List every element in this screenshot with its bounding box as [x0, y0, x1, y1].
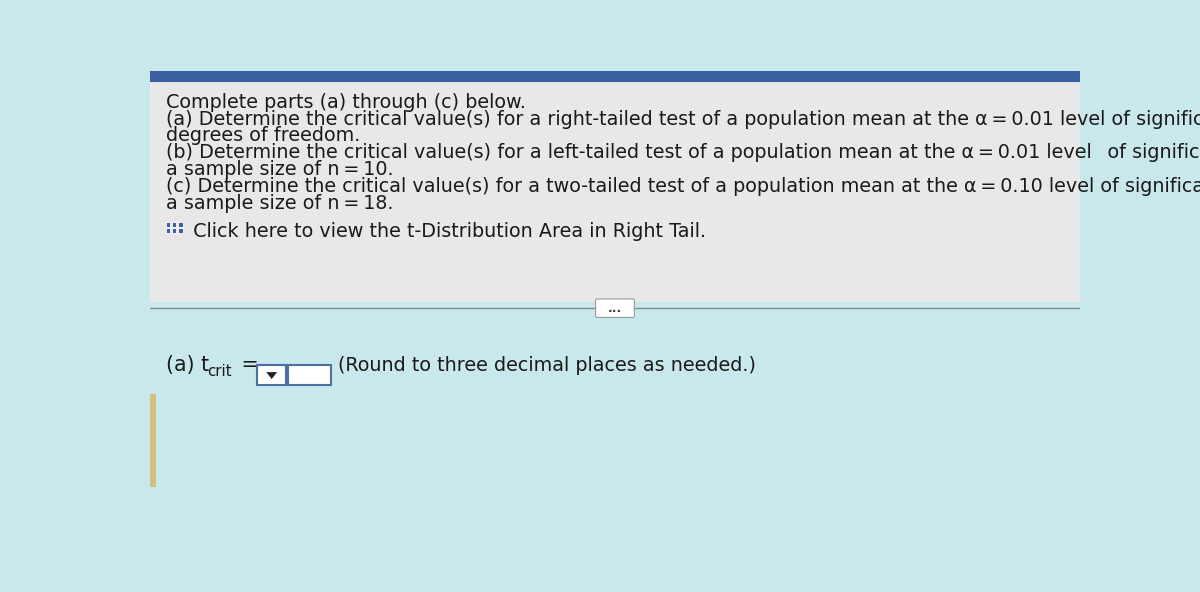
Text: (c) Determine the critical value(s) for a two-tailed test of a population mean a: (c) Determine the critical value(s) for …: [166, 177, 1200, 197]
Polygon shape: [266, 372, 277, 379]
Text: (b) Determine the critical value(s) for a left-tailed test of a population mean : (b) Determine the critical value(s) for …: [166, 143, 1200, 162]
FancyBboxPatch shape: [166, 228, 170, 233]
Text: (Round to three decimal places as needed.): (Round to three decimal places as needed…: [338, 356, 756, 375]
Text: =: =: [235, 355, 259, 375]
FancyBboxPatch shape: [172, 222, 176, 227]
Text: crit: crit: [208, 364, 232, 379]
Text: (a) Determine the critical value(s) for a right-tailed test of a population mean: (a) Determine the critical value(s) for …: [166, 110, 1200, 128]
FancyBboxPatch shape: [150, 394, 156, 487]
FancyBboxPatch shape: [166, 222, 170, 227]
Text: (a) t: (a) t: [166, 355, 209, 375]
FancyBboxPatch shape: [150, 71, 1080, 82]
Text: Complete parts (a) through (c) below.: Complete parts (a) through (c) below.: [166, 92, 526, 112]
FancyBboxPatch shape: [178, 228, 182, 233]
Text: degrees of freedom.: degrees of freedom.: [166, 127, 360, 146]
FancyBboxPatch shape: [595, 299, 635, 317]
Text: a sample size of n = 18.: a sample size of n = 18.: [166, 194, 394, 213]
Text: ...: ...: [608, 302, 622, 315]
Text: a sample size of n = 10.: a sample size of n = 10.: [166, 160, 394, 179]
FancyBboxPatch shape: [257, 365, 287, 385]
Text: Click here to view the t-Distribution Area in Right Tail.: Click here to view the t-Distribution Ar…: [187, 222, 707, 241]
FancyBboxPatch shape: [150, 71, 1080, 302]
FancyBboxPatch shape: [288, 365, 330, 385]
FancyBboxPatch shape: [178, 222, 182, 227]
FancyBboxPatch shape: [172, 228, 176, 233]
